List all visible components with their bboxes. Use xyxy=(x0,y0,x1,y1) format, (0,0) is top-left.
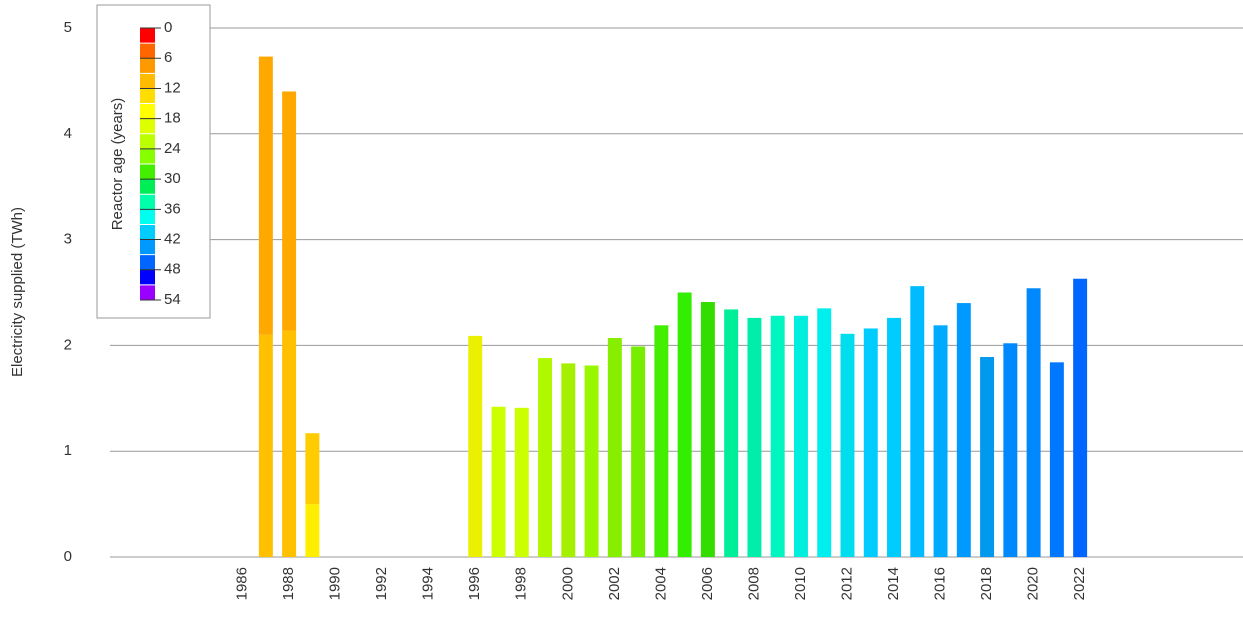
bar-segment xyxy=(654,325,669,557)
colorbar-tick-label: 12 xyxy=(164,79,181,96)
colorbar-swatch xyxy=(140,133,155,150)
colorbar-swatch xyxy=(140,179,155,195)
bar-segment xyxy=(933,325,948,557)
colorbar-tick-label: 6 xyxy=(164,49,172,66)
bar-segment xyxy=(538,358,553,557)
bar-segment xyxy=(584,365,599,557)
colorbar-tick-label: 18 xyxy=(164,110,181,127)
bar-segment xyxy=(910,286,925,557)
bar-segment xyxy=(840,333,855,557)
y-tick-label: 0 xyxy=(64,548,72,565)
colorbar-tick-label: 42 xyxy=(164,231,181,248)
x-tick-label: 2014 xyxy=(885,567,902,600)
colorbar-swatch xyxy=(140,239,155,255)
y-tick-label: 5 xyxy=(64,19,72,36)
colorbar-tick-label: 54 xyxy=(164,291,181,308)
bar-segment xyxy=(863,328,878,557)
colorbar-swatch xyxy=(140,164,155,180)
y-axis-label: Electricity supplied (TWh) xyxy=(9,207,26,377)
bar-segment xyxy=(1049,362,1064,557)
colorbar-tick-label: 48 xyxy=(164,261,181,278)
y-tick-label: 2 xyxy=(64,336,72,353)
colorbar-swatch xyxy=(140,88,155,104)
x-tick-label: 2008 xyxy=(745,567,762,600)
x-tick-label: 1990 xyxy=(327,567,344,600)
bar-segment xyxy=(724,309,739,557)
bar-segment xyxy=(700,302,715,557)
y-tick-label: 1 xyxy=(64,442,72,459)
colorbar-swatch xyxy=(140,73,155,89)
colorbar-swatch xyxy=(140,194,155,210)
x-tick-label: 1996 xyxy=(466,567,483,600)
x-tick-label: 1998 xyxy=(513,567,530,600)
bar-segment xyxy=(1073,278,1088,557)
colorbar-swatch xyxy=(140,28,155,44)
bar-segment xyxy=(258,334,273,557)
y-tick-label: 4 xyxy=(64,125,72,142)
colorbar-swatch xyxy=(140,103,155,119)
colorbar-tick-label: 24 xyxy=(164,140,181,157)
bar-segment xyxy=(980,357,995,557)
bar-segment xyxy=(677,292,692,557)
colorbar-swatch xyxy=(140,209,155,225)
bar-segment xyxy=(1026,288,1041,557)
x-tick-label: 2020 xyxy=(1025,567,1042,600)
bar-segment xyxy=(817,308,832,557)
x-tick-label: 2022 xyxy=(1071,567,1088,600)
x-tick-label: 2000 xyxy=(559,567,576,600)
x-tick-label: 2016 xyxy=(932,567,949,600)
colorbar-swatch xyxy=(140,254,155,271)
bar-segment xyxy=(305,433,320,505)
bar-segment xyxy=(793,315,808,557)
bar-segment xyxy=(607,337,622,557)
bar-segment xyxy=(770,315,785,557)
bar-segment xyxy=(468,335,483,557)
bar-segment xyxy=(305,504,320,557)
x-tick-label: 2006 xyxy=(699,567,716,600)
colorbar-swatch xyxy=(140,58,155,74)
bar-segment xyxy=(747,317,762,557)
colorbar-tick-label: 36 xyxy=(164,200,181,217)
bar-segment xyxy=(887,317,901,557)
x-tick-label: 1988 xyxy=(280,567,297,600)
bar-segment xyxy=(1003,343,1018,557)
x-tick-label: 2010 xyxy=(792,567,809,600)
colorbar-swatch xyxy=(140,269,155,286)
x-tick-label: 2012 xyxy=(838,567,855,600)
x-tick-label: 2004 xyxy=(652,567,669,600)
x-tick-label: 1994 xyxy=(420,567,437,600)
bar-segment xyxy=(631,346,646,557)
bar-segment xyxy=(491,406,506,557)
x-tick-label: 1986 xyxy=(234,567,251,600)
bar-segment xyxy=(282,330,297,557)
bar-segment xyxy=(561,363,576,557)
colorbar-label: Reactor age (years) xyxy=(109,98,126,231)
colorbar-swatch xyxy=(140,148,155,165)
bar-segment xyxy=(514,407,529,557)
colorbar-tick-label: 30 xyxy=(164,170,181,187)
bar-segment xyxy=(258,56,273,335)
colorbar-tick-label: 0 xyxy=(164,19,172,36)
colorbar-swatch xyxy=(140,224,155,240)
bar-segment xyxy=(956,303,971,557)
colorbar-swatch xyxy=(140,284,155,301)
x-tick-label: 1992 xyxy=(373,567,390,600)
bar-segment xyxy=(282,91,297,331)
colorbar-swatch xyxy=(140,118,155,135)
y-tick-label: 3 xyxy=(64,231,72,248)
x-tick-label: 2002 xyxy=(606,567,623,600)
colorbar-swatch xyxy=(140,43,155,59)
x-tick-label: 2018 xyxy=(978,567,995,600)
